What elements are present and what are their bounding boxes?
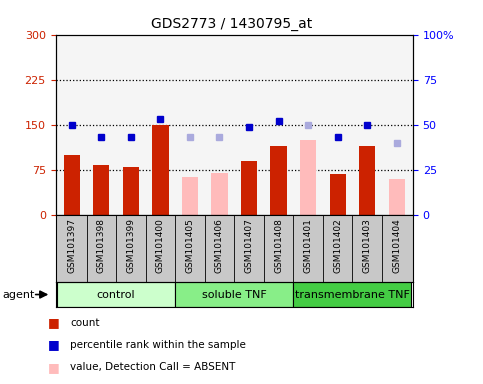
- Bar: [182, 177, 198, 215]
- Text: GSM101406: GSM101406: [215, 218, 224, 273]
- Text: GSM101399: GSM101399: [127, 218, 135, 273]
- Bar: [152, 125, 169, 215]
- Text: GDS2773 / 1430795_at: GDS2773 / 1430795_at: [151, 17, 313, 31]
- Bar: [389, 179, 405, 215]
- Text: ■: ■: [48, 361, 60, 374]
- Bar: [57, 282, 175, 307]
- Text: GSM101408: GSM101408: [274, 218, 283, 273]
- Bar: [93, 165, 110, 215]
- Bar: [359, 146, 375, 215]
- Bar: [64, 155, 80, 215]
- Text: GSM101407: GSM101407: [244, 218, 254, 273]
- Text: ■: ■: [48, 316, 60, 329]
- Text: transmembrane TNF: transmembrane TNF: [295, 290, 410, 300]
- Text: GSM101404: GSM101404: [392, 218, 401, 273]
- Text: ■: ■: [48, 383, 60, 384]
- Text: GSM101402: GSM101402: [333, 218, 342, 273]
- Text: GSM101401: GSM101401: [304, 218, 313, 273]
- Text: GSM101405: GSM101405: [185, 218, 195, 273]
- Bar: [241, 161, 257, 215]
- Bar: [123, 167, 139, 215]
- Bar: [293, 282, 412, 307]
- Bar: [329, 174, 346, 215]
- Text: GSM101400: GSM101400: [156, 218, 165, 273]
- Text: value, Detection Call = ABSENT: value, Detection Call = ABSENT: [70, 362, 235, 372]
- Text: percentile rank within the sample: percentile rank within the sample: [70, 340, 246, 350]
- Text: GSM101398: GSM101398: [97, 218, 106, 273]
- Bar: [270, 146, 287, 215]
- Bar: [212, 173, 227, 215]
- Bar: [175, 282, 293, 307]
- Text: GSM101403: GSM101403: [363, 218, 372, 273]
- Text: agent: agent: [2, 290, 35, 300]
- Text: soluble TNF: soluble TNF: [202, 290, 267, 300]
- Text: ■: ■: [48, 338, 60, 351]
- Text: count: count: [70, 318, 99, 328]
- Bar: [300, 140, 316, 215]
- Text: control: control: [97, 290, 135, 300]
- Text: GSM101397: GSM101397: [67, 218, 76, 273]
